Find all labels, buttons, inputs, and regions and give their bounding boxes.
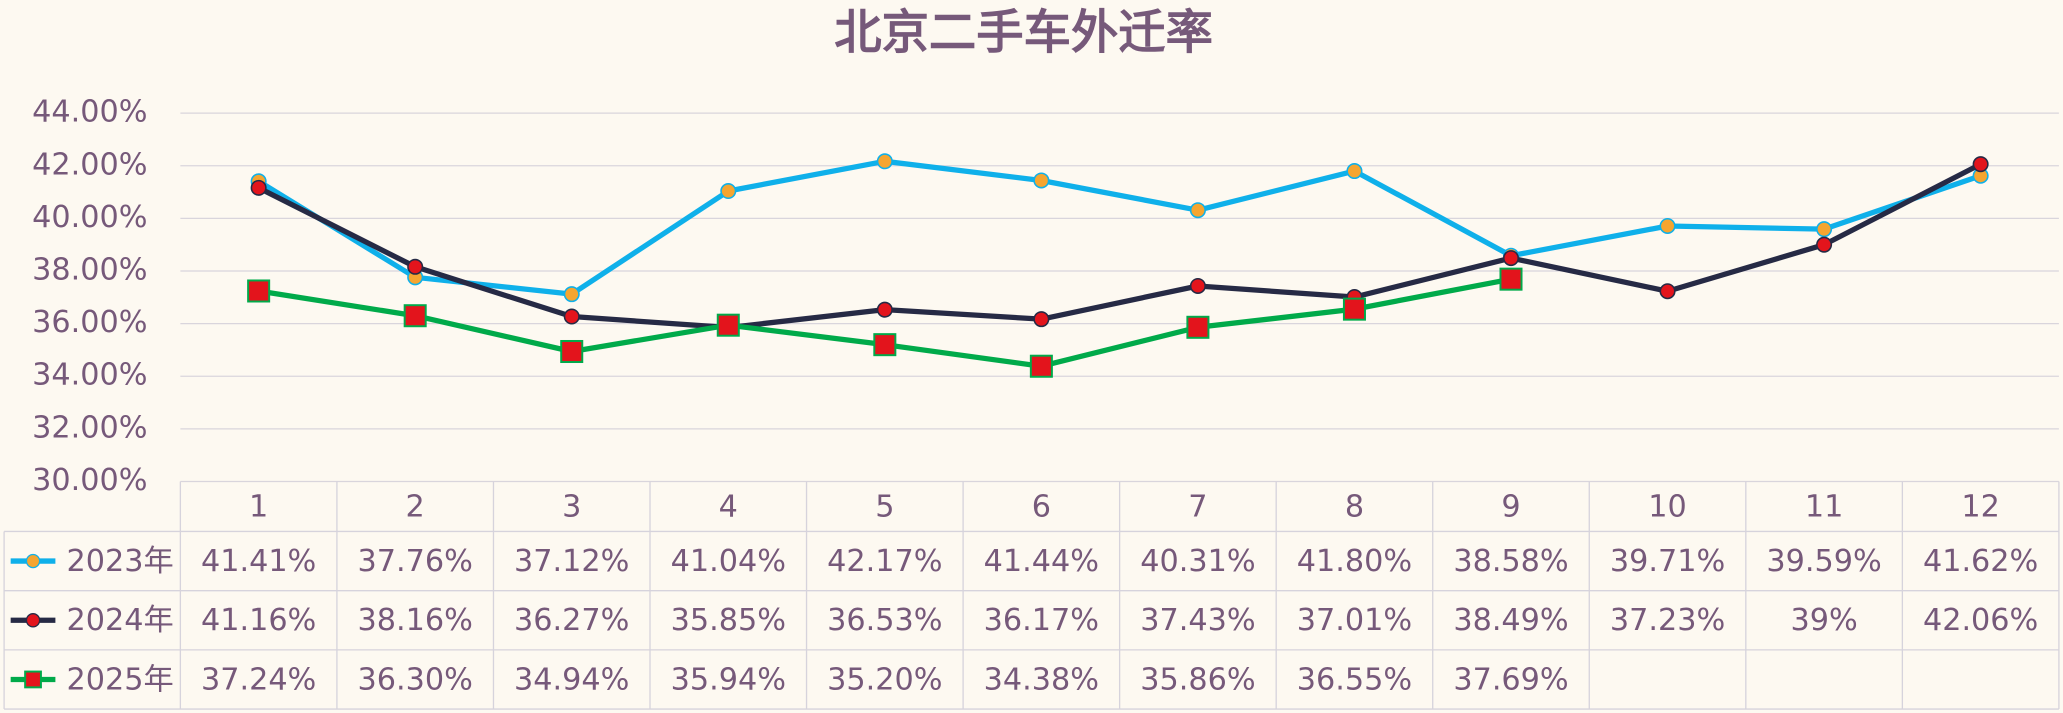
marker [1972, 156, 1989, 173]
marker [1502, 250, 1520, 267]
x-tick-label: 5 [875, 489, 894, 524]
value-label: 38.49% [1453, 603, 1568, 638]
marker [873, 333, 897, 357]
marker [403, 304, 427, 328]
chart-title: 北京二手车外迁率 [834, 6, 1213, 61]
value-label: 34.94% [514, 662, 629, 697]
x-tick-label: 9 [1501, 489, 1520, 524]
y-tick-label: 38.00% [32, 252, 147, 287]
marker [1659, 217, 1676, 235]
y-tick-label: 30.00% [32, 463, 147, 498]
legend-marker [25, 553, 41, 569]
marker [1346, 162, 1363, 180]
x-tick-label: 1 [249, 489, 268, 524]
value-label: 37.23% [1610, 603, 1725, 638]
legend-label: 2024年 [67, 603, 174, 638]
series-line [257, 161, 1982, 331]
value-label: 39.71% [1610, 544, 1725, 579]
marker [1033, 311, 1050, 328]
marker [250, 179, 267, 196]
marker [560, 339, 584, 364]
value-label: 41.80% [1297, 544, 1412, 579]
value-label: 37.12% [514, 544, 629, 579]
marker [716, 313, 740, 337]
value-label: 37.76% [358, 544, 473, 579]
value-label: 37.24% [201, 662, 316, 697]
value-label: 39% [1790, 603, 1857, 638]
value-label: 36.55% [1297, 662, 1412, 697]
value-label: 35.85% [671, 603, 786, 638]
marker [563, 308, 580, 325]
y-tick-label: 40.00% [32, 200, 147, 235]
value-label: 38.16% [358, 603, 473, 638]
value-label: 36.53% [827, 603, 942, 638]
marker [407, 258, 424, 275]
x-tick-label: 3 [562, 489, 581, 524]
marker [876, 301, 893, 318]
marker [1816, 221, 1833, 238]
marker [563, 286, 580, 303]
marker [1659, 283, 1676, 300]
value-label: 41.16% [201, 603, 316, 638]
marker [1033, 172, 1050, 189]
value-label: 37.43% [1140, 603, 1255, 638]
marker [1189, 277, 1206, 295]
value-label: 37.01% [1297, 603, 1412, 638]
marker [1342, 297, 1366, 321]
value-label: 41.62% [1923, 544, 2038, 579]
marker [720, 182, 737, 200]
value-label: 42.17% [827, 544, 942, 579]
series-line [257, 158, 1982, 297]
value-label: 34.38% [984, 662, 1099, 697]
legend-marker [25, 613, 41, 628]
y-tick-label: 42.00% [32, 147, 147, 182]
value-label: 36.27% [514, 603, 629, 638]
value-label: 41.41% [201, 544, 316, 579]
marker [1499, 267, 1523, 291]
x-tick-label: 4 [719, 489, 738, 524]
marker [247, 279, 271, 303]
value-label: 41.44% [984, 544, 1099, 579]
x-tick-label: 10 [1648, 489, 1687, 524]
value-label: 39.59% [1766, 544, 1881, 579]
x-tick-label: 12 [1961, 489, 2000, 524]
value-label: 37.69% [1453, 662, 1568, 697]
x-tick-label: 11 [1805, 489, 1844, 524]
x-tick-label: 7 [1188, 489, 1207, 524]
legend-label: 2023年 [67, 544, 174, 579]
x-tick-label: 8 [1345, 489, 1364, 524]
value-label: 42.06% [1923, 603, 2038, 638]
y-tick-label: 36.00% [32, 305, 147, 340]
y-tick-label: 34.00% [32, 358, 147, 393]
x-tick-label: 2 [406, 489, 425, 524]
marker [876, 153, 893, 170]
marker [1029, 354, 1053, 378]
value-label: 41.04% [671, 544, 786, 579]
marker [1186, 315, 1210, 339]
value-label: 35.94% [671, 662, 786, 697]
y-tick-label: 32.00% [32, 410, 147, 445]
value-label: 35.86% [1140, 662, 1255, 697]
value-label: 36.30% [358, 662, 473, 697]
marker [1189, 202, 1206, 219]
value-label: 35.20% [827, 662, 942, 697]
value-label: 38.58% [1453, 544, 1568, 579]
x-tick-label: 6 [1032, 489, 1051, 524]
marker [1816, 236, 1833, 253]
y-tick-label: 44.00% [32, 95, 147, 130]
value-label: 40.31% [1140, 544, 1255, 579]
value-label: 36.17% [984, 603, 1099, 638]
legend-marker [24, 670, 42, 689]
legend-label: 2025年 [67, 662, 174, 697]
